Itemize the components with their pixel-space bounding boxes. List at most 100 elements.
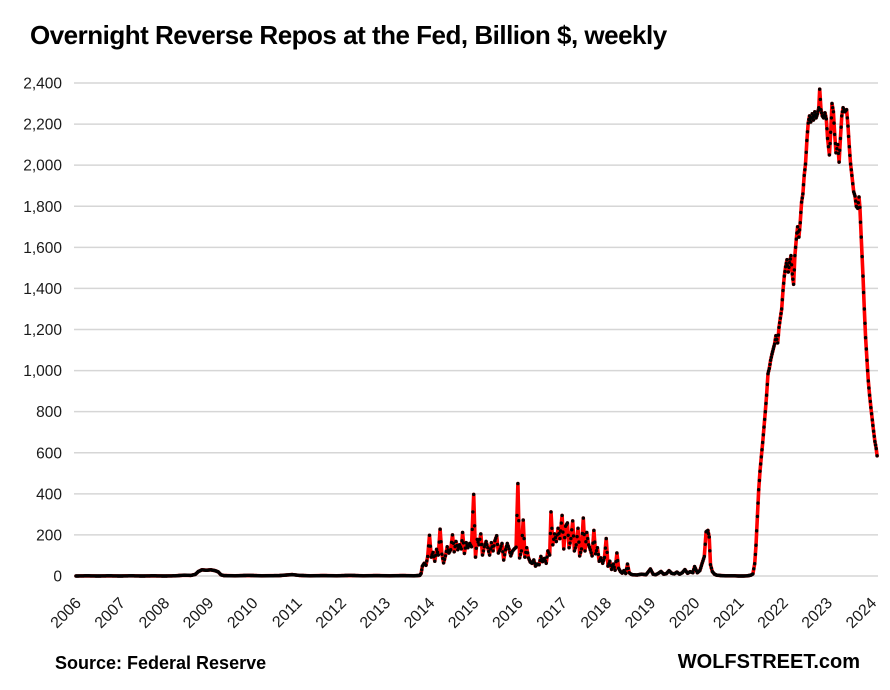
- data-marker: [825, 136, 830, 141]
- data-marker: [474, 546, 478, 550]
- data-marker: [594, 549, 599, 553]
- data-marker: [518, 552, 523, 557]
- y-tick-label: 1,400: [23, 281, 62, 298]
- x-tick-label: 2009: [180, 595, 217, 632]
- data-marker: [864, 347, 868, 351]
- data-marker: [601, 561, 605, 565]
- data-marker: [755, 514, 760, 519]
- data-marker: [507, 547, 511, 551]
- data-marker: [425, 559, 429, 563]
- data-marker: [788, 257, 792, 261]
- data-marker: [865, 358, 869, 362]
- data-marker: [557, 531, 561, 536]
- data-marker: [779, 311, 783, 316]
- data-marker: [787, 265, 791, 270]
- data-marker: [593, 552, 598, 556]
- data-marker: [548, 531, 553, 536]
- data-marker: [798, 221, 802, 225]
- data-marker: [461, 541, 466, 545]
- data-marker: [585, 530, 589, 535]
- data-marker: [625, 562, 630, 566]
- data-marker: [431, 550, 435, 555]
- data-marker: [846, 124, 850, 128]
- data-marker: [706, 532, 711, 536]
- data-marker: [768, 358, 773, 362]
- data-marker: [827, 153, 832, 157]
- data-marker: [783, 269, 787, 274]
- data-marker: [563, 535, 567, 540]
- data-marker: [835, 147, 839, 151]
- data-marker: [792, 268, 796, 272]
- data-marker: [433, 559, 437, 563]
- data-marker: [498, 547, 502, 551]
- y-tick-label: 2,400: [23, 76, 62, 93]
- data-marker: [450, 533, 455, 537]
- data-marker: [517, 519, 521, 523]
- data-marker: [486, 546, 490, 550]
- data-marker: [548, 553, 552, 557]
- data-marker: [495, 542, 500, 547]
- data-marker: [797, 235, 801, 239]
- data-marker: [854, 199, 858, 203]
- y-tick-label: 400: [36, 486, 62, 503]
- data-marker: [595, 546, 600, 550]
- data-marker: [502, 558, 506, 562]
- data-marker: [572, 549, 577, 553]
- data-marker: [833, 132, 837, 137]
- data-marker: [479, 542, 484, 547]
- data-marker: [789, 263, 794, 267]
- data-marker: [469, 545, 474, 549]
- data-marker: [449, 548, 453, 552]
- data-marker: [561, 530, 565, 534]
- data-marker: [846, 134, 851, 139]
- data-marker: [573, 546, 577, 550]
- data-marker: [517, 556, 522, 560]
- data-marker: [763, 417, 767, 422]
- data-marker: [487, 553, 492, 557]
- data-marker: [565, 521, 570, 525]
- data-marker: [801, 183, 806, 187]
- data-marker: [707, 535, 711, 539]
- data-marker: [871, 429, 876, 433]
- data-marker: [756, 501, 760, 505]
- data-marker: [836, 151, 841, 156]
- data-marker: [863, 336, 868, 340]
- data-marker: [873, 439, 877, 444]
- data-marker: [871, 423, 875, 428]
- data-marker: [626, 566, 630, 571]
- data-marker: [611, 562, 615, 566]
- data-marker: [691, 571, 695, 575]
- data-marker: [780, 307, 784, 311]
- data-marker: [551, 543, 555, 547]
- data-marker: [491, 549, 495, 553]
- chart-title: Overnight Reverse Repos at the Fed, Bill…: [30, 20, 667, 50]
- data-marker: [820, 111, 824, 115]
- data-marker: [775, 337, 779, 341]
- data-marker: [550, 526, 554, 530]
- data-marker: [813, 110, 817, 114]
- data-marker: [568, 541, 572, 545]
- data-marker: [831, 110, 836, 114]
- y-tick-label: 0: [53, 569, 62, 586]
- data-marker: [435, 550, 440, 554]
- data-marker: [761, 433, 765, 437]
- data-marker: [790, 272, 794, 276]
- data-marker: [574, 543, 578, 547]
- data-marker: [578, 554, 582, 558]
- data-marker: [706, 528, 710, 533]
- data-marker: [791, 282, 796, 286]
- data-marker: [571, 534, 576, 538]
- data-marker: [441, 561, 446, 565]
- data-marker: [608, 559, 612, 563]
- data-marker: [582, 532, 586, 537]
- data-marker: [772, 342, 777, 346]
- data-marker: [865, 368, 870, 373]
- data-marker: [703, 542, 707, 546]
- data-marker: [577, 540, 581, 544]
- data-marker: [816, 109, 820, 113]
- data-marker: [609, 567, 614, 572]
- data-marker: [552, 532, 557, 536]
- data-marker: [503, 548, 508, 552]
- data-marker: [763, 410, 767, 414]
